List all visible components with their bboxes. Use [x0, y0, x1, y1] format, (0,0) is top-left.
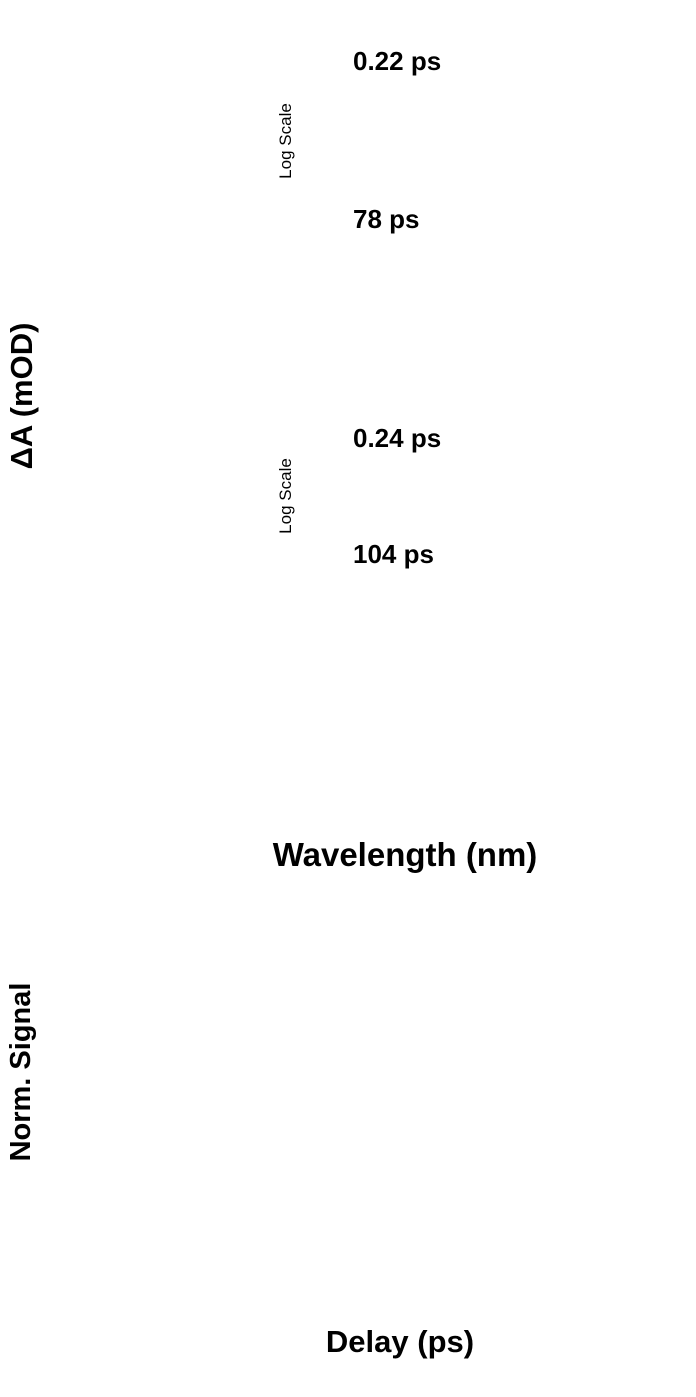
middle-legend-scale-label: Log Scale	[276, 458, 295, 534]
spectra-y-axis-title: ΔA (mOD)	[4, 323, 39, 470]
kinetics-x-axis-title: Delay (ps)	[326, 1324, 474, 1359]
middle-legend-first-delay: 0.24 ps	[353, 423, 441, 453]
middle-legend-last-delay: 104 ps	[353, 539, 434, 569]
spectra-figure: ΔA (mOD) Wavelength (nm) Log Scale 0.22 …	[4, 46, 538, 873]
top-legend-last-delay: 78 ps	[353, 204, 420, 234]
top-legend-scale-label: Log Scale	[276, 103, 295, 179]
spectra-x-axis-title: Wavelength (nm)	[273, 836, 538, 873]
top-legend-first-delay: 0.22 ps	[353, 46, 441, 76]
kinetics-y-axis-title: Norm. Signal	[5, 983, 37, 1162]
kinetics-figure: Norm. Signal Delay (ps)	[5, 983, 474, 1359]
